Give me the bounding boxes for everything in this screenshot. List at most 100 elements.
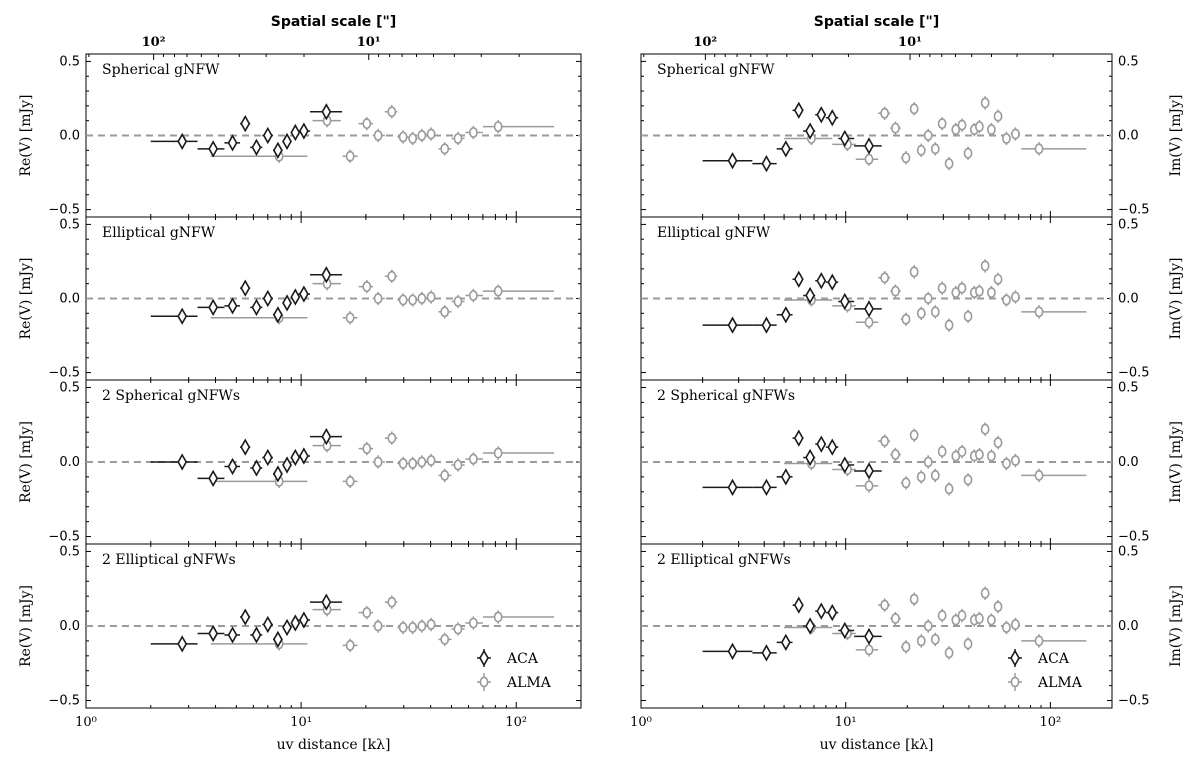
data-marker (761, 155, 772, 173)
data-point (465, 125, 483, 140)
series-alma (210, 595, 555, 653)
data-point (240, 279, 251, 297)
data-point (937, 608, 947, 623)
data-point (372, 128, 385, 143)
data-point (792, 429, 804, 447)
legend-label: ALMA (506, 675, 552, 691)
data-marker (468, 127, 478, 138)
data-point (890, 611, 901, 626)
data-marker (891, 285, 900, 297)
data-point (210, 474, 308, 489)
data-point (702, 316, 753, 334)
top-x-tick-label: 10¹ (898, 35, 922, 50)
series-alma (210, 105, 555, 163)
data-marker (362, 281, 372, 293)
y-tick-label: −0.5 (1118, 694, 1150, 709)
data-marker (923, 293, 933, 304)
data-marker (864, 462, 874, 480)
data-point (250, 298, 263, 317)
data-point (890, 447, 901, 462)
data-point (951, 122, 961, 137)
data-point (993, 599, 1003, 614)
data-marker (227, 134, 238, 152)
data-marker (387, 432, 397, 444)
data-marker (262, 615, 273, 634)
data-marker (937, 282, 947, 294)
data-marker (290, 448, 301, 467)
data-marker (864, 627, 874, 646)
x-axis-label: uv distance [kλ] (820, 737, 934, 753)
data-marker (321, 103, 332, 121)
data-point (290, 123, 301, 142)
data-marker (901, 313, 911, 325)
data-point (224, 457, 241, 476)
data-marker (282, 618, 292, 637)
data-marker (780, 306, 791, 324)
data-marker (1002, 294, 1011, 306)
legend: ACA ALMA (477, 649, 552, 691)
data-point (923, 128, 933, 143)
data-point (358, 441, 374, 456)
data-point (197, 298, 225, 317)
data-marker (251, 298, 262, 317)
data-point (397, 456, 409, 471)
data-point (1021, 634, 1087, 648)
data-marker (468, 290, 478, 301)
data-marker (793, 101, 804, 119)
data-point (426, 453, 436, 468)
data-marker (177, 132, 188, 151)
series-aca (150, 428, 343, 488)
data-marker (262, 448, 273, 467)
data-marker (816, 272, 827, 290)
data-marker (923, 130, 933, 141)
data-point (290, 288, 301, 306)
data-marker (1034, 635, 1044, 647)
y-tick-label: −0.5 (48, 366, 80, 381)
data-marker (864, 137, 874, 155)
data-marker (362, 443, 372, 454)
data-marker (916, 635, 926, 647)
data-point (854, 627, 882, 646)
data-marker (453, 296, 463, 307)
data-point (752, 316, 777, 334)
data-marker (793, 270, 804, 288)
y-tick-label: −0.5 (48, 203, 80, 218)
data-point (855, 643, 879, 657)
panel-1-1: Elliptical gNFW (641, 225, 1112, 334)
data-marker (993, 273, 1003, 285)
data-marker (282, 456, 292, 474)
data-point (986, 122, 996, 137)
data-point (815, 435, 827, 453)
x-tick-label: 10² (505, 715, 527, 730)
data-marker (827, 438, 838, 456)
legend-label: ACA (1037, 651, 1070, 667)
y-axis-label: Re(V) [mJy] (18, 257, 34, 339)
data-point (916, 143, 926, 157)
data-marker (901, 152, 911, 164)
series-aca (150, 266, 343, 325)
data-marker (262, 126, 273, 145)
data-point (993, 272, 1003, 286)
data-point (900, 476, 911, 490)
data-point (451, 458, 465, 472)
y-tick-label: 0.5 (1118, 217, 1139, 232)
data-marker (993, 110, 1003, 122)
data-point (776, 306, 793, 324)
data-marker (761, 644, 772, 662)
data-point (342, 474, 358, 489)
data-point (262, 615, 273, 634)
legend-entry-alma: ALMA (477, 673, 552, 691)
data-marker (408, 458, 418, 469)
series-aca (702, 429, 882, 496)
y-axis-label: Re(V) [mJy] (18, 585, 34, 667)
data-marker (880, 435, 890, 447)
data-marker (468, 617, 478, 629)
data-point (408, 293, 418, 307)
legend-entry-aca: ACA (477, 649, 539, 667)
data-marker (957, 446, 967, 457)
data-marker (426, 455, 436, 466)
panel-title: 2 Spherical gNFWs (657, 388, 795, 404)
data-point (250, 459, 263, 477)
data-marker (761, 478, 772, 496)
y-tick-label: −0.5 (1118, 366, 1150, 381)
